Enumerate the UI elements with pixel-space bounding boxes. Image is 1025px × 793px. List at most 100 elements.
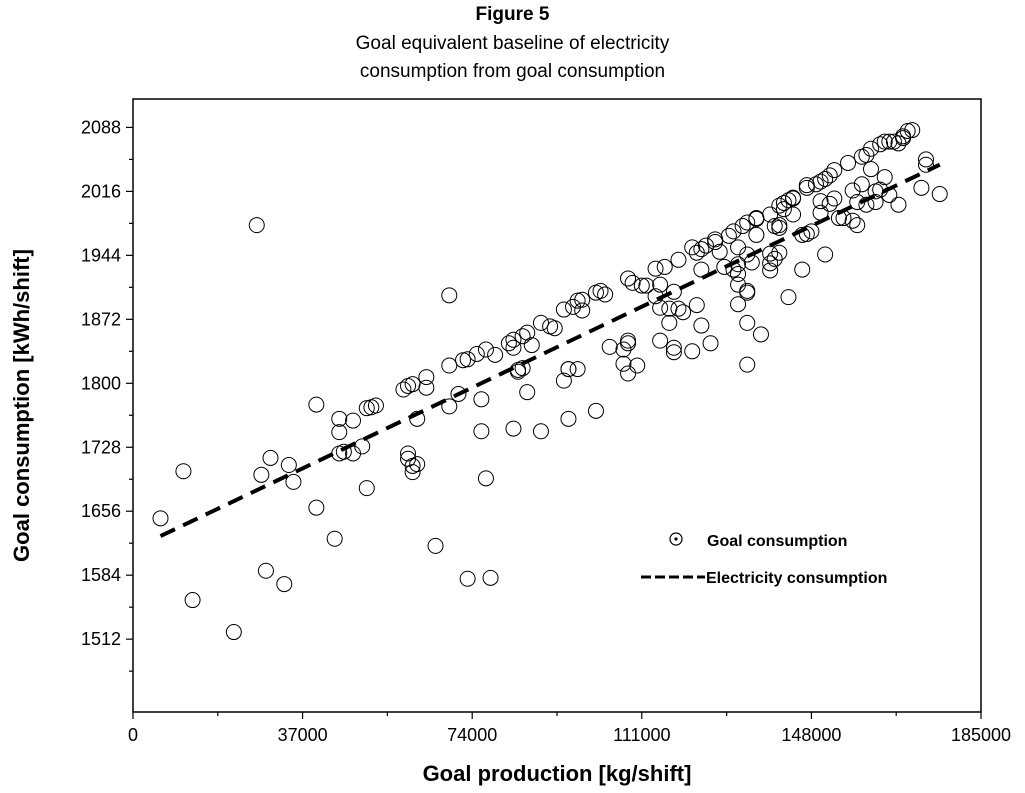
data-point <box>473 423 490 440</box>
data-point <box>890 196 907 213</box>
data-point <box>459 570 476 587</box>
y-tick-label: 1944 <box>81 245 121 265</box>
electricity-consumption-trend-line <box>159 162 941 538</box>
data-point <box>743 254 760 271</box>
data-point <box>675 304 692 321</box>
legend-item-electricity-consumption: Electricity consumption <box>641 570 887 587</box>
data-point <box>720 227 737 244</box>
data-point <box>560 361 577 378</box>
data-point <box>665 339 682 356</box>
data-point <box>904 122 921 139</box>
data-point <box>473 391 490 408</box>
data-point <box>771 219 788 236</box>
data-point <box>175 463 192 480</box>
data-point <box>840 154 857 171</box>
y-tick-label: 2088 <box>81 117 121 137</box>
data-point <box>500 335 517 352</box>
data-point <box>441 287 458 304</box>
data-point <box>280 457 297 474</box>
data-point <box>794 261 811 278</box>
data-point <box>560 410 577 427</box>
data-point <box>739 314 756 331</box>
data-point <box>775 201 792 218</box>
data-point <box>858 146 875 163</box>
data-point <box>739 214 756 231</box>
data-point <box>450 385 467 402</box>
data-point <box>418 379 435 396</box>
figure-label: Figure 5 <box>475 4 550 25</box>
data-point <box>917 156 934 173</box>
data-point <box>849 217 866 234</box>
data-point <box>899 122 916 139</box>
data-point <box>730 296 747 313</box>
data-point <box>308 499 325 516</box>
data-point <box>257 562 274 579</box>
data-point <box>620 365 637 382</box>
x-tick-label: 74000 <box>447 725 497 745</box>
legend-label-goal-consumption: Goal consumption <box>707 533 847 550</box>
data-point <box>762 262 779 279</box>
data-point <box>693 241 710 258</box>
data-point <box>684 343 701 360</box>
data-point <box>766 250 783 267</box>
data-point <box>917 151 934 168</box>
data-point <box>358 400 375 417</box>
figure-title-line-2: consumption from goal consumption <box>359 61 666 82</box>
legend-marker-circle <box>669 532 683 546</box>
legend-label-electricity-consumption: Electricity consumption <box>706 570 887 587</box>
data-point <box>730 266 747 283</box>
data-point <box>477 470 494 487</box>
data-point <box>574 302 591 319</box>
x-axis-title: Goal production [kg/shift] <box>423 761 692 786</box>
x-tick-label: 148000 <box>781 725 841 745</box>
data-point <box>592 282 609 299</box>
data-point <box>441 357 458 374</box>
data-point <box>725 223 742 240</box>
data-point <box>656 258 673 275</box>
data-point <box>285 473 302 490</box>
data-point <box>532 314 549 331</box>
data-point <box>345 412 362 429</box>
data-point <box>555 301 572 318</box>
data-point <box>276 576 293 593</box>
data-point <box>780 289 797 306</box>
y-tick-label: 1656 <box>81 501 121 521</box>
data-point <box>739 356 756 373</box>
data-point <box>546 320 563 337</box>
data-point <box>427 537 444 554</box>
data-point <box>826 162 843 179</box>
data-point <box>459 351 476 368</box>
data-point <box>569 361 586 378</box>
x-tick-label: 185000 <box>951 725 1011 745</box>
data-point <box>807 176 824 193</box>
data-point <box>308 396 325 413</box>
data-point <box>812 173 829 190</box>
y-axis-title: Goal consumption [kWh/shift] <box>9 249 34 562</box>
legend: Goal consumption Electricity consumption <box>641 532 887 587</box>
data-point <box>730 276 747 293</box>
data-point <box>514 360 531 377</box>
data-point <box>532 423 549 440</box>
data-point <box>785 190 802 207</box>
data-point <box>638 277 655 294</box>
data-point <box>400 445 417 462</box>
data-point <box>844 182 861 199</box>
data-point <box>798 226 815 243</box>
data-point <box>752 326 769 343</box>
data-point <box>519 384 536 401</box>
data-point <box>684 239 701 256</box>
figure-title-line-1: Goal equivalent baseline of electricity <box>355 33 670 54</box>
data-point <box>404 464 421 481</box>
y-tick-label: 1800 <box>81 373 121 393</box>
data-point <box>876 169 893 186</box>
data-point <box>762 206 779 223</box>
data-point <box>395 381 412 398</box>
data-point <box>652 299 669 316</box>
y-tick-label: 1728 <box>81 437 121 457</box>
plot-frame <box>132 98 982 713</box>
data-point <box>620 335 637 352</box>
data-point <box>468 345 485 362</box>
x-tick-label: 0 <box>128 725 138 745</box>
data-point <box>404 376 421 393</box>
